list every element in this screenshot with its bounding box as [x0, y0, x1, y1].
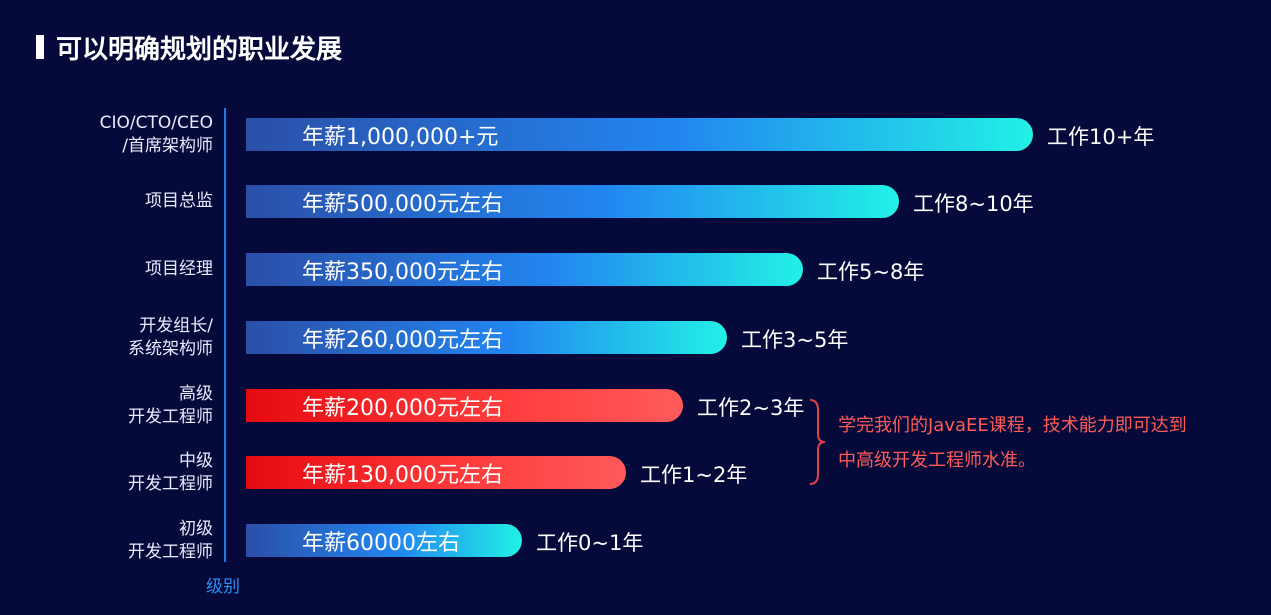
level-label: 高级 开发工程师 — [128, 383, 213, 427]
experience-label: 工作0~1年 — [536, 531, 644, 555]
salary-bar: 年薪350,000元左右 — [246, 253, 803, 286]
level-label: 初级 开发工程师 — [128, 518, 213, 562]
level-axis-label: 级别 — [206, 577, 240, 597]
level-axis-line — [224, 108, 226, 562]
level-label: 中级 开发工程师 — [128, 450, 213, 494]
salary-label: 年薪130,000元左右 — [302, 462, 503, 488]
salary-label: 年薪200,000元左右 — [302, 395, 503, 421]
title-marker — [36, 35, 44, 59]
course-annotation: 学完我们的JavaEE课程，技术能力即可达到中高级开发工程师水准。 — [838, 415, 1187, 471]
title-bar: 可以明确规划的职业发展 — [36, 30, 343, 65]
level-label: CIO/CTO/CEO /首席架构师 — [99, 112, 213, 156]
experience-label: 工作5~8年 — [817, 260, 925, 284]
salary-label: 年薪260,000元左右 — [302, 327, 503, 353]
experience-label: 工作3~5年 — [741, 328, 849, 352]
salary-label: 年薪60000左右 — [302, 530, 460, 556]
salary-bar: 年薪1,000,000+元 — [246, 118, 1033, 151]
salary-bar: 年薪200,000元左右 — [246, 389, 683, 422]
experience-label: 工作8~10年 — [913, 192, 1034, 216]
salary-bar: 年薪260,000元左右 — [246, 321, 727, 354]
level-label: 项目经理 — [145, 259, 213, 279]
experience-label: 工作2~3年 — [697, 396, 805, 420]
salary-bar: 年薪500,000元左右 — [246, 185, 899, 218]
salary-bar: 年薪130,000元左右 — [246, 456, 626, 489]
bracket-icon — [809, 399, 826, 485]
salary-label: 年薪1,000,000+元 — [302, 124, 499, 150]
level-label: 开发组长/ 系统架构师 — [128, 315, 213, 359]
salary-label: 年薪500,000元左右 — [302, 191, 503, 217]
salary-bar: 年薪60000左右 — [246, 524, 522, 557]
salary-label: 年薪350,000元左右 — [302, 259, 503, 285]
page-title: 可以明确规划的职业发展 — [56, 34, 343, 65]
experience-label: 工作1~2年 — [640, 463, 748, 487]
level-label: 项目总监 — [145, 191, 213, 211]
experience-label: 工作10+年 — [1047, 125, 1155, 149]
